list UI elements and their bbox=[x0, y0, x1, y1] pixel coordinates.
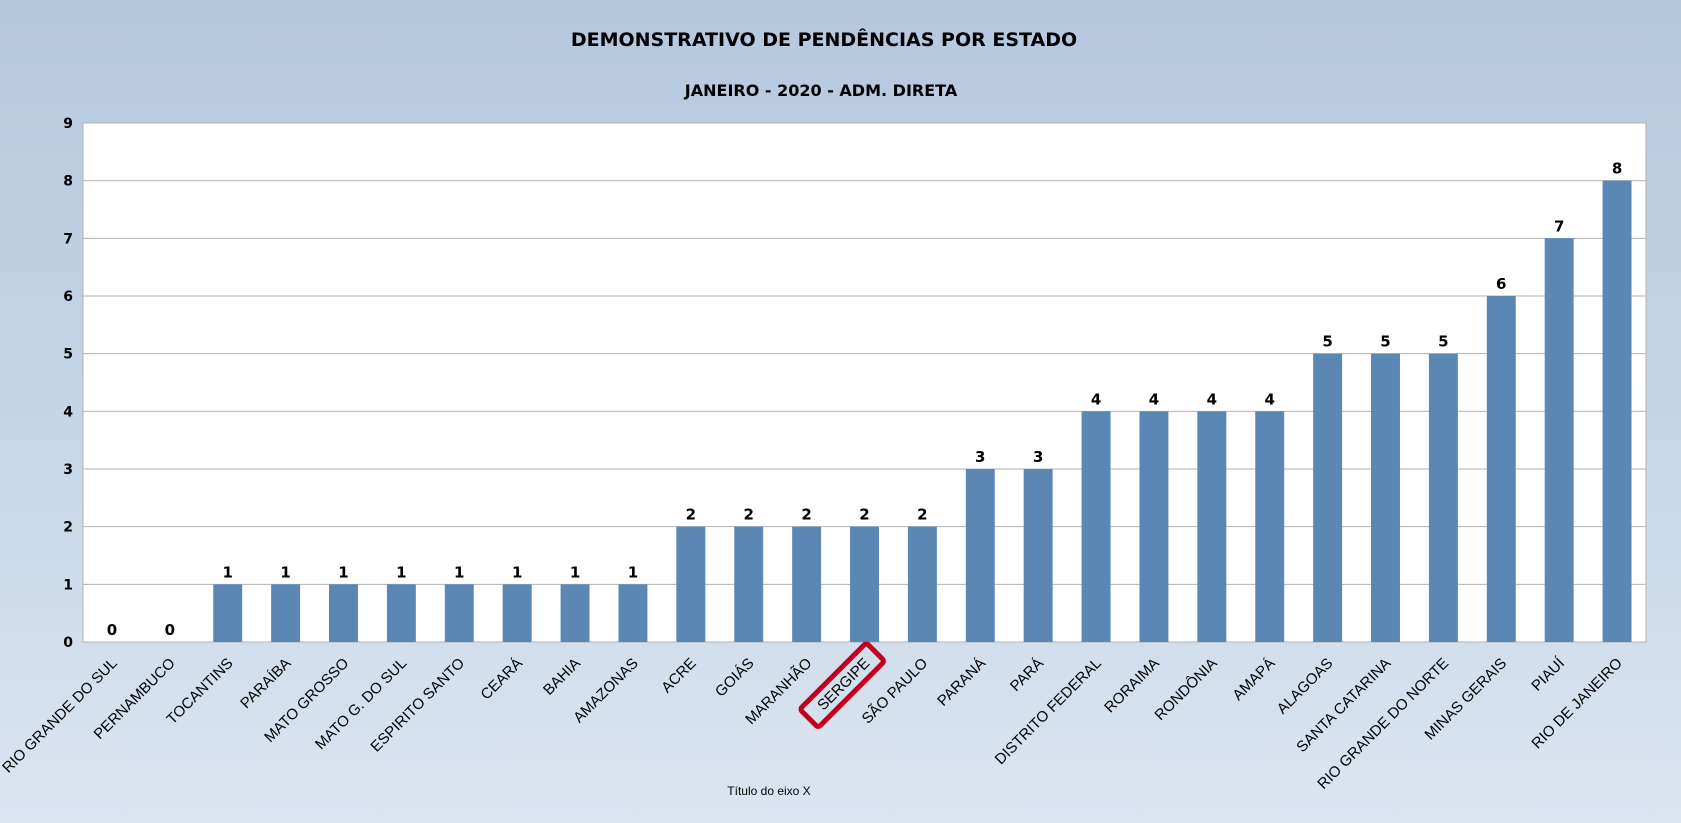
data-label: 1 bbox=[338, 563, 348, 581]
data-label: 2 bbox=[859, 506, 869, 524]
y-tick-label: 4 bbox=[63, 404, 73, 420]
x-category-label: PARÁ bbox=[1007, 655, 1047, 695]
x-category-label: PARANÁ bbox=[934, 655, 989, 710]
bar bbox=[1313, 353, 1343, 642]
bar bbox=[1428, 353, 1458, 642]
bar bbox=[1081, 411, 1111, 642]
x-category-label: ACRE bbox=[658, 655, 699, 696]
data-label: 0 bbox=[107, 621, 117, 639]
y-tick-label: 8 bbox=[63, 174, 73, 190]
x-category-label: AMAPÁ bbox=[1229, 655, 1278, 704]
bar bbox=[1255, 411, 1285, 642]
bar bbox=[734, 526, 764, 642]
x-category-label: CEARÁ bbox=[477, 655, 526, 704]
bar bbox=[1371, 353, 1400, 642]
data-label: 0 bbox=[165, 621, 175, 639]
y-tick-label: 0 bbox=[63, 635, 73, 651]
data-label: 2 bbox=[744, 506, 754, 524]
x-category-label: PARAÍBA bbox=[237, 655, 294, 712]
data-label: 1 bbox=[396, 563, 406, 581]
highlight-box bbox=[798, 641, 886, 729]
y-tick-label: 6 bbox=[63, 289, 73, 305]
x-category-label: GOIÁS bbox=[712, 655, 758, 701]
bar bbox=[1023, 469, 1053, 642]
data-label: 5 bbox=[1380, 333, 1390, 351]
y-tick-label: 7 bbox=[63, 231, 73, 247]
data-label: 1 bbox=[628, 563, 638, 581]
x-category-label: PIAUÍ bbox=[1528, 654, 1568, 694]
bar bbox=[1139, 411, 1169, 642]
data-label: 4 bbox=[1149, 390, 1159, 408]
data-label: 4 bbox=[1091, 390, 1101, 408]
data-label: 7 bbox=[1554, 217, 1564, 235]
x-category-label: ALAGOAS bbox=[1274, 655, 1337, 718]
chart-subtitle: JANEIRO - 2020 - ADM. DIRETA bbox=[684, 81, 958, 100]
data-label: 1 bbox=[280, 563, 290, 581]
y-tick-label: 2 bbox=[63, 520, 73, 536]
data-labels: 0 0 1 1 1 1 1 1 1 1 2 2 2 2 2 3 3 4 4 4 4 5 5 5 6 7 8 bbox=[107, 160, 1623, 639]
bar bbox=[1486, 296, 1516, 642]
data-label: 1 bbox=[454, 563, 464, 581]
x-category-label: RORAIMA bbox=[1101, 655, 1163, 717]
data-label: 1 bbox=[512, 563, 522, 581]
data-label: 8 bbox=[1612, 160, 1622, 178]
chart-title: DEMONSTRATIVO DE PENDÊNCIAS POR ESTADO bbox=[571, 28, 1077, 51]
data-label: 6 bbox=[1496, 275, 1506, 293]
data-label: 2 bbox=[801, 506, 811, 524]
y-axis-ticks: 0 1 2 3 4 5 6 7 8 9 bbox=[63, 116, 73, 651]
data-label: 5 bbox=[1322, 333, 1332, 351]
bar bbox=[444, 584, 474, 642]
x-category-label: BAHIA bbox=[540, 655, 584, 699]
bar bbox=[213, 584, 243, 642]
bar bbox=[502, 584, 532, 642]
bar bbox=[1602, 180, 1632, 642]
y-tick-label: 9 bbox=[63, 116, 73, 132]
data-label: 3 bbox=[1033, 448, 1043, 466]
data-label: 4 bbox=[1207, 390, 1217, 408]
bar bbox=[560, 584, 590, 642]
bar bbox=[618, 584, 648, 642]
x-axis-title: Título do eixo X bbox=[727, 784, 810, 798]
y-tick-label: 5 bbox=[63, 347, 73, 363]
x-category-label: DISTRITO FEDERAL bbox=[992, 655, 1105, 768]
bar bbox=[850, 526, 879, 642]
bars bbox=[213, 180, 1632, 643]
data-label: 4 bbox=[1265, 390, 1275, 408]
y-tick-label: 3 bbox=[63, 462, 73, 478]
y-tick-label: 1 bbox=[63, 577, 73, 593]
data-label: 1 bbox=[223, 563, 233, 581]
data-label: 1 bbox=[570, 563, 580, 581]
x-category-label: RIO GRANDE DO SUL bbox=[0, 655, 121, 777]
bar bbox=[676, 526, 706, 642]
data-label: 3 bbox=[975, 448, 985, 466]
data-label: 2 bbox=[917, 506, 927, 524]
bar bbox=[386, 584, 416, 642]
bar bbox=[907, 526, 937, 642]
bar bbox=[329, 584, 358, 642]
data-label: 2 bbox=[686, 506, 696, 524]
bar bbox=[1197, 411, 1227, 642]
highlight-layer bbox=[798, 641, 886, 729]
bar bbox=[965, 469, 995, 642]
bar bbox=[1544, 238, 1574, 643]
data-label: 5 bbox=[1438, 333, 1448, 351]
x-category-label: RONDÔNIA bbox=[1151, 655, 1220, 724]
bar bbox=[271, 584, 301, 642]
bar bbox=[792, 526, 822, 642]
